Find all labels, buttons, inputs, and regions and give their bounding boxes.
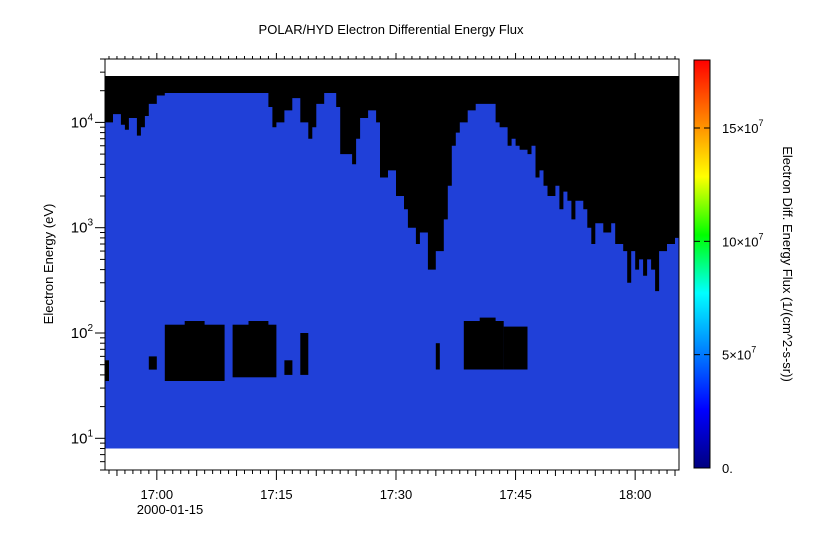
x-axis: 17:00 17:15 17:30 17:45 18:00 [108, 53, 676, 502]
y-tick-label: 104 [71, 112, 94, 131]
colorbar: 0. 5×107 10×107 15×107 [693, 59, 764, 476]
dropout-patch [105, 360, 109, 381]
colorbar-label: Electron Diff. Energy Flux (1/(cm^2-s-sr… [780, 146, 795, 382]
dropout-patch [248, 321, 269, 365]
x-axis-date-label: 2000-01-15 [137, 502, 204, 517]
dropout-layer [105, 317, 528, 381]
colorbar-ticks: 0. 5×107 10×107 15×107 [694, 118, 764, 476]
dropout-patch [284, 360, 293, 375]
y-axis: 101 102 103 104 [71, 58, 105, 471]
x-tick-label: 17:45 [499, 487, 532, 502]
plot-frame [104, 58, 680, 471]
colorbar-tick-label: 10×107 [722, 231, 764, 249]
dropout-patch [435, 343, 440, 370]
y-tick-label: 101 [71, 428, 94, 447]
chart-title: POLAR/HYD Electron Differential Energy F… [259, 22, 524, 37]
y-axis-label: Electron Energy (eV) [41, 204, 56, 325]
y-tick-label: 102 [71, 323, 94, 342]
colorbar-tick-label: 5×107 [722, 345, 756, 363]
x-tick-label: 18:00 [619, 487, 652, 502]
dropout-patch [503, 326, 528, 370]
dropout-patch [479, 317, 496, 361]
x-tick-label: 17:00 [141, 487, 174, 502]
dropout-patch [148, 356, 157, 370]
colorbar-gradient [693, 59, 711, 469]
dropout-patch [300, 333, 309, 375]
x-tick-label: 17:30 [380, 487, 413, 502]
colorbar-tick-label: 0. [722, 461, 733, 476]
plot-area [104, 58, 680, 471]
colorbar-tick-label: 15×107 [722, 118, 764, 136]
dropout-patch [184, 321, 205, 370]
x-tick-label: 17:15 [260, 487, 293, 502]
y-tick-label: 103 [71, 218, 94, 237]
